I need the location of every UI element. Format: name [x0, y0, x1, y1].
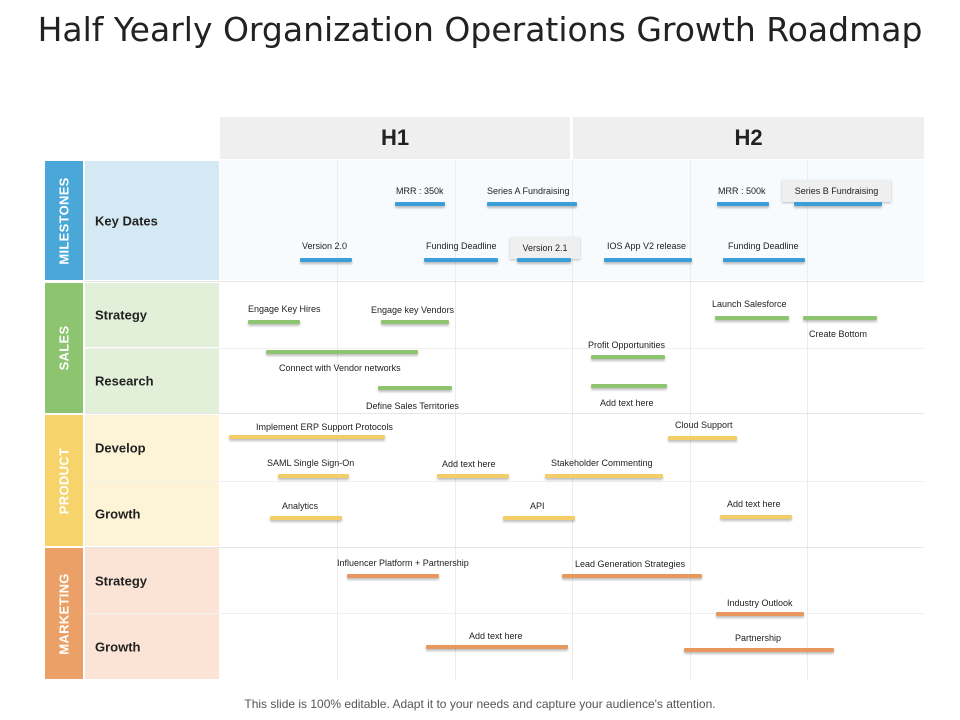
footer-note: This slide is 100% editable. Adapt it to…: [244, 697, 716, 711]
page-title: Half Yearly Organization Operations Grow…: [37, 10, 923, 49]
product-bar: [437, 474, 509, 478]
milestone-label: MRR : 350k: [396, 186, 444, 196]
marketing-label: Influencer Platform + Partnership: [337, 558, 469, 568]
sales-bar: [381, 320, 449, 324]
row-divider: [85, 348, 924, 349]
product-label: Implement ERP Support Protocols: [256, 422, 393, 432]
milestone-bar: [723, 258, 805, 262]
product-label: Add text here: [442, 459, 496, 469]
row-product-growth: Growth: [85, 482, 219, 546]
marketing-bar: [684, 648, 834, 652]
product-label: Add text here: [727, 499, 781, 509]
sales-label: Define Sales Territories: [366, 401, 459, 411]
sales-label: Engage key Vendors: [371, 305, 455, 315]
sales-bar: [715, 316, 789, 320]
gridline: [807, 160, 808, 680]
row-divider: [85, 413, 924, 414]
milestone-box: Series B Fundraising: [782, 180, 891, 202]
sales-bar: [591, 384, 667, 388]
category-label: MILESTONES: [56, 176, 72, 265]
period-header-h1: H1: [220, 117, 570, 159]
row-divider: [85, 547, 924, 548]
sales-bar: [378, 386, 452, 390]
product-label: Analytics: [282, 501, 319, 511]
milestone-bar: [794, 202, 882, 206]
row-divider: [85, 481, 924, 482]
milestone-bar: [300, 258, 352, 262]
milestone-label: Funding Deadline: [728, 241, 799, 251]
product-bar: [503, 516, 575, 520]
marketing-label: Industry Outlook: [727, 598, 793, 608]
sales-label: Profit Opportunities: [588, 340, 666, 350]
row-marketing-strategy: Strategy: [85, 548, 219, 613]
gridline: [572, 160, 573, 680]
milestone-bar: [395, 202, 445, 206]
milestone-bar: [517, 258, 571, 262]
marketing-bar: [716, 612, 804, 616]
row-divider: [85, 613, 924, 614]
milestone-bar: [424, 258, 498, 262]
sales-bar: [591, 355, 665, 359]
sales-label: Add text here: [600, 398, 654, 408]
row-sales-research: Research: [85, 349, 219, 413]
row-sales-strategy: Strategy: [85, 283, 219, 347]
product-bar: [545, 474, 663, 478]
category-label: PRODUCT: [56, 447, 72, 514]
milestone-label: Series A Fundraising: [487, 186, 570, 196]
category-label: MARKETING: [56, 572, 72, 655]
milestone-label: IOS App V2 release: [607, 241, 687, 251]
marketing-label: Add text here: [469, 631, 523, 641]
category-product: PRODUCT: [45, 415, 83, 546]
gridline: [690, 160, 691, 680]
marketing-label: Lead Generation Strategies: [575, 559, 686, 569]
category-label: SALES: [56, 325, 72, 371]
product-label: Cloud Support: [675, 420, 733, 430]
sales-label: Launch Salesforce: [712, 299, 787, 309]
product-bar: [278, 474, 349, 478]
sales-label: Connect with Vendor networks: [279, 363, 401, 373]
category-marketing: MARKETING: [45, 548, 83, 679]
product-label: Stakeholder Commenting: [551, 458, 653, 468]
gridline: [455, 160, 456, 680]
product-bar: [229, 435, 385, 439]
milestone-label: MRR : 500k: [718, 186, 766, 196]
milestone-bar: [604, 258, 692, 262]
milestone-bar: [487, 202, 577, 206]
product-label: SAML Single Sign-On: [267, 458, 355, 468]
category-milestones: MILESTONES: [45, 161, 83, 280]
row-key-dates: Key Dates: [85, 161, 219, 280]
milestone-box: Version 2.1: [510, 237, 580, 259]
product-bar: [720, 515, 792, 519]
row-divider: [85, 281, 924, 282]
product-label: API: [530, 501, 545, 511]
marketing-bar: [347, 574, 439, 578]
period-header-h2: H2: [573, 117, 924, 159]
category-sales: SALES: [45, 283, 83, 413]
gridline: [337, 160, 338, 680]
sales-bar: [803, 316, 877, 320]
row-marketing-growth: Growth: [85, 614, 219, 679]
milestone-label: Version 2.0: [302, 241, 348, 251]
product-bar: [270, 516, 342, 520]
marketing-bar: [426, 645, 568, 649]
sales-bar: [266, 350, 418, 354]
milestone-label: Funding Deadline: [426, 241, 497, 251]
milestone-bar: [717, 202, 769, 206]
product-bar: [668, 436, 737, 440]
marketing-bar: [562, 574, 702, 578]
row-product-develop: Develop: [85, 415, 219, 481]
sales-bar: [248, 320, 300, 324]
sales-label: Create Bottom: [809, 329, 868, 339]
sales-label: Engage Key Hires: [248, 304, 321, 314]
marketing-label: Partnership: [735, 633, 782, 643]
